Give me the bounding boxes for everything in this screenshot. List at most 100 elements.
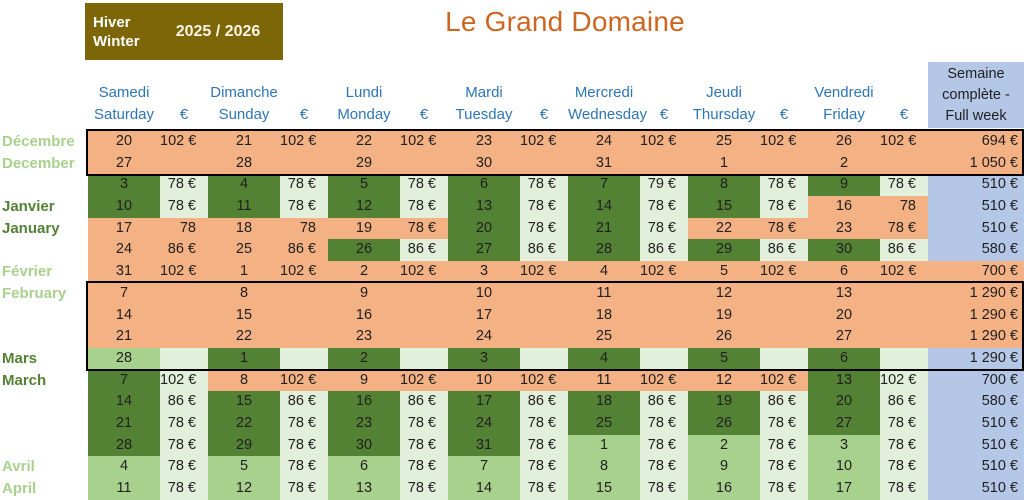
price-cell: 78 € (280, 478, 328, 500)
price-cell (400, 282, 448, 305)
price-cell: 78 (880, 196, 928, 218)
price-cell: 102 € (520, 131, 568, 153)
week-total-cell: 510 € (928, 412, 1024, 435)
date-cell: 12 (208, 478, 280, 500)
date-cell: 20 (88, 131, 160, 153)
price-cell: 86 € (280, 391, 328, 413)
price-cell (280, 152, 328, 175)
date-cell: 16 (688, 478, 760, 500)
date-cell: 15 (688, 196, 760, 218)
date-cell: 26 (688, 412, 760, 435)
price-cell: 86 € (160, 391, 208, 413)
day-headers: Samedi Dimanche Lundi Mardi Mercredi Jeudi Ven… (0, 82, 928, 126)
date-cell: 13 (808, 282, 880, 305)
price-cell: 86 € (400, 239, 448, 262)
date-cell: 6 (448, 174, 520, 197)
price-cell (880, 152, 928, 175)
price-cell: 78 € (400, 434, 448, 457)
table-row: February 7 8 9 10 11 12 13 1 290 € (0, 282, 1024, 305)
price-cell (280, 326, 328, 348)
euro-column-header: € (899, 106, 909, 123)
table-row: Avril 4 78 €5 78 €6 78 €7 78 €8 78 €9 78 €10 78 … (0, 456, 1024, 479)
day-name-en: Friday (823, 106, 865, 123)
date-cell: 25 (568, 412, 640, 435)
price-cell: 102 € (160, 131, 208, 153)
euro-column-header: € (299, 106, 309, 123)
date-cell: 10 (808, 456, 880, 479)
week-total-cell: 1 290 € (928, 282, 1024, 305)
date-cell: 5 (688, 261, 760, 283)
price-cell (760, 304, 808, 327)
date-cell: 14 (448, 478, 520, 500)
date-cell: 28 (568, 239, 640, 262)
date-cell: 19 (688, 391, 760, 413)
date-cell: 15 (208, 391, 280, 413)
date-cell: 16 (328, 304, 400, 327)
price-cell (880, 326, 928, 348)
date-cell: 8 (688, 174, 760, 197)
price-cell (520, 347, 568, 370)
table-row: 14 86 €15 86 €16 86 €17 86 €18 86 €19 86 €20 86… (0, 391, 1024, 413)
price-cell: 102 € (280, 261, 328, 283)
date-cell: 26 (808, 131, 880, 153)
date-cell: 27 (88, 152, 160, 175)
price-cell: 86 € (760, 239, 808, 262)
date-cell: 10 (448, 282, 520, 305)
page-title: Le Grand Domaine (445, 6, 685, 37)
date-cell: 17 (448, 304, 520, 327)
date-cell: 22 (688, 217, 760, 240)
price-cell (640, 304, 688, 327)
price-cell: 86 € (880, 391, 928, 413)
date-cell: 3 (88, 174, 160, 197)
table-row: 28 78 €29 78 €30 78 €31 78 €1 78 €2 78 €3 78 €5… (0, 434, 1024, 457)
table-row: 21 78 €22 78 €23 78 €24 78 €25 78 €26 78 €27 78… (0, 412, 1024, 435)
date-cell: 27 (808, 326, 880, 348)
price-cell: 78 € (760, 412, 808, 435)
date-cell: 8 (568, 456, 640, 479)
day-name-en: Sunday (218, 106, 270, 123)
price-cell: 78 € (400, 456, 448, 479)
table-row: 14 15 16 17 18 19 20 1 290 € (0, 304, 1024, 327)
price-cell: 102 € (280, 131, 328, 153)
day-name-en: Monday (337, 106, 391, 123)
date-cell: 23 (808, 217, 880, 240)
table-row: Février 31 102 €1 102 €2 102 €3 102 €4 102 €5 1… (0, 261, 1024, 283)
date-cell: 9 (328, 369, 400, 392)
price-cell: 86 € (400, 391, 448, 413)
price-cell: 78 € (280, 456, 328, 479)
week-total-cell: 694 € (928, 131, 1024, 153)
date-cell: 2 (808, 152, 880, 175)
date-cell: 11 (88, 478, 160, 500)
month-label: February (2, 284, 67, 302)
price-cell: 78 € (760, 196, 808, 218)
price-cell: 86 € (520, 391, 568, 413)
price-cell: 102 € (760, 261, 808, 283)
price-cell: 78 € (880, 434, 928, 457)
price-cell: 78 (280, 217, 328, 240)
price-cell (400, 326, 448, 348)
day-name-fr: Samedi (98, 84, 150, 101)
date-cell: 17 (448, 391, 520, 413)
month-label: April (2, 480, 37, 497)
price-cell (160, 326, 208, 348)
price-cell: 102 € (880, 261, 928, 283)
date-cell: 20 (808, 391, 880, 413)
price-cell: 86 € (280, 239, 328, 262)
date-cell: 5 (208, 456, 280, 479)
price-cell: 78 € (520, 478, 568, 500)
week-total-cell: 510 € (928, 456, 1024, 479)
week-total-cell: 510 € (928, 196, 1024, 218)
price-cell (520, 152, 568, 175)
season-years: 2025 / 2026 (175, 22, 261, 40)
price-cell: 78 € (760, 478, 808, 500)
date-cell: 30 (448, 152, 520, 175)
day-header-row-fr: Samedi Dimanche Lundi Mardi Mercredi Jeudi Ven… (0, 82, 928, 104)
date-cell: 21 (568, 217, 640, 240)
day-name-en: Wednesday (568, 106, 647, 123)
price-cell: 102 € (400, 261, 448, 283)
date-cell: 26 (688, 326, 760, 348)
price-cell: 78 € (880, 174, 928, 197)
day-name-fr: Jeudi (706, 84, 742, 101)
date-cell: 22 (208, 326, 280, 348)
price-cell (520, 326, 568, 348)
